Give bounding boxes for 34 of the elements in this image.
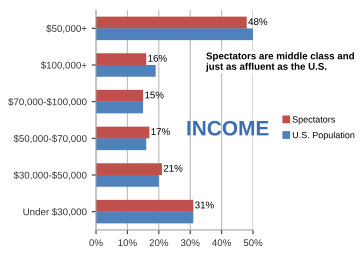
data-label: 16% [148, 54, 167, 62]
y-tick-label: $50,000+ [46, 24, 86, 34]
bar [96, 163, 162, 175]
bar [96, 126, 150, 138]
annotation: Spectators are middle class and just as affluent as the U.S. [206, 52, 354, 72]
bar [96, 175, 159, 187]
bar [96, 90, 144, 102]
bar [96, 212, 194, 224]
y-tick-label: $100,000+ [40, 61, 86, 70]
x-tick-label: 50% [244, 239, 262, 246]
bar [96, 138, 146, 150]
legend-label: Spectators [292, 116, 335, 124]
data-label: 48% [248, 18, 268, 26]
bar [96, 102, 144, 114]
bar [96, 65, 156, 77]
bar [96, 53, 146, 65]
data-label: 15% [145, 92, 164, 98]
x-tick-label: 40% [212, 239, 231, 246]
x-tick-label: 20% [150, 239, 168, 246]
bar [96, 28, 253, 40]
x-tick-label: 30% [180, 239, 200, 246]
y-tick-label: Under $30,000 [23, 208, 87, 216]
bar [96, 200, 194, 212]
legend-label: U.S. Population [292, 132, 354, 140]
data-label: 21% [164, 164, 182, 172]
y-tick-label: $70,000-$100,000 [8, 98, 87, 106]
x-tick-label: 0% [89, 239, 103, 246]
x-tick-label: 10% [118, 239, 137, 246]
data-label: 17% [152, 128, 170, 136]
bar [96, 16, 247, 28]
data-label: 31% [195, 202, 214, 208]
y-tick-label: $30,000-$50,000 [14, 171, 87, 180]
y-tick-label: $50,000-$70,000 [14, 134, 87, 144]
annotation: INCOME [187, 120, 269, 136]
